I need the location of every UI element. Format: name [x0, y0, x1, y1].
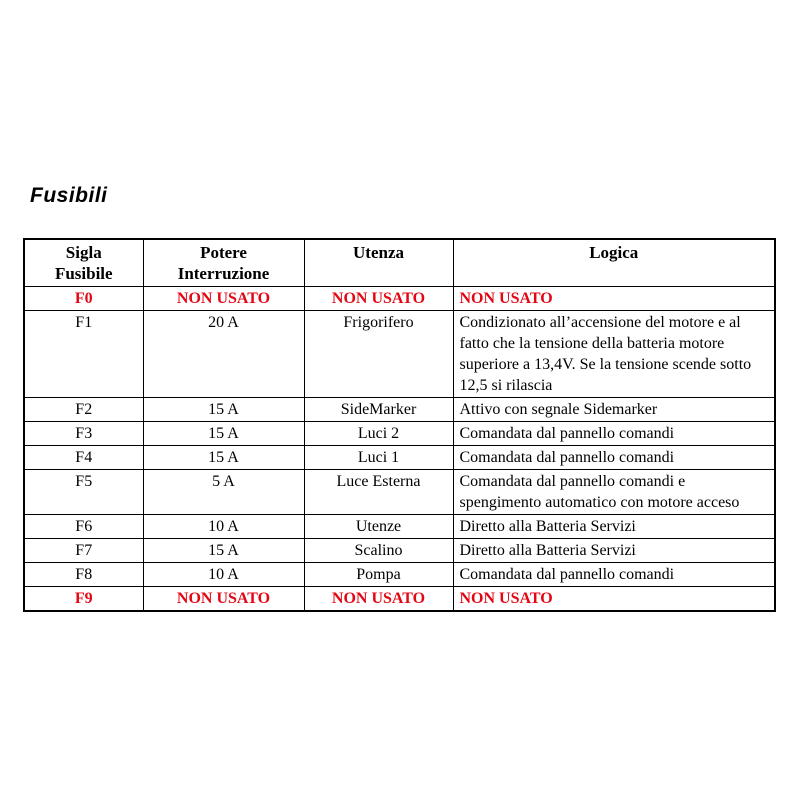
- table-row-f8: F8 10 A Pompa Comandata dal pannello comand…: [23, 562, 776, 587]
- cell-f0-potere: NON USATO: [142, 286, 305, 311]
- cell-f0-sigla: F0: [23, 286, 144, 311]
- cell-f2-potere: 15 A: [142, 397, 305, 422]
- cell-f4-logica: Comandata dal pannello comandi: [452, 445, 776, 470]
- cell-f2-sigla: F2: [23, 397, 144, 422]
- table-row-f5: F5 5 A Luce Esterna Comandata dal pannello …: [23, 469, 776, 515]
- page-title: Fusibili: [30, 184, 108, 207]
- cell-f3-potere: 15 A: [142, 421, 305, 446]
- table-row-f4: F4 15 A Luci 1 Comandata dal pannello coman…: [23, 445, 776, 470]
- cell-f8-logica: Comandata dal pannello comandi: [452, 562, 776, 587]
- cell-f1-sigla: F1: [23, 310, 144, 398]
- table-row-f1: F1 20 A Frigorifero Condizionato all’accens…: [23, 310, 776, 398]
- cell-f3-sigla: F3: [23, 421, 144, 446]
- cell-f7-logica: Diretto alla Batteria Servizi: [452, 538, 776, 563]
- cell-f6-logica: Diretto alla Batteria Servizi: [452, 514, 776, 539]
- column-header-logica: Logica: [452, 238, 776, 287]
- cell-f2-utenza: SideMarker: [303, 397, 454, 422]
- table-row-f9: F9 NON USATO NON USATO NON USATO: [23, 586, 776, 612]
- cell-f6-potere: 10 A: [142, 514, 305, 539]
- cell-f6-utenza: Utenze: [303, 514, 454, 539]
- cell-f9-sigla: F9: [23, 586, 144, 612]
- cell-f4-sigla: F4: [23, 445, 144, 470]
- fuse-table-header: Sigla Fusibile Potere Interruzione Utenz…: [23, 238, 776, 287]
- fuse-table-body: F0 NON USATO NON USATO NON USATO F1 20 A Frigo…: [23, 286, 776, 612]
- cell-f8-potere: 10 A: [142, 562, 305, 587]
- cell-f4-potere: 15 A: [142, 445, 305, 470]
- cell-f3-utenza: Luci 2: [303, 421, 454, 446]
- fuse-table: Sigla Fusibile Potere Interruzione Utenz…: [23, 238, 776, 612]
- column-header-potere-interruzione: Potere Interruzione: [142, 238, 305, 287]
- table-row-f0: F0 NON USATO NON USATO NON USATO: [23, 286, 776, 311]
- cell-f8-utenza: Pompa: [303, 562, 454, 587]
- cell-f3-logica: Comandata dal pannello comandi: [452, 421, 776, 446]
- cell-f9-utenza: NON USATO: [303, 586, 454, 612]
- column-header-sigla-fusibile: Sigla Fusibile: [23, 238, 144, 287]
- cell-f7-utenza: Scalino: [303, 538, 454, 563]
- cell-f1-utenza: Frigorifero: [303, 310, 454, 398]
- cell-f5-utenza: Luce Esterna: [303, 469, 454, 515]
- cell-f2-logica: Attivo con segnale Sidemarker: [452, 397, 776, 422]
- table-row-f6: F6 10 A Utenze Diretto alla Batteria Serviz…: [23, 514, 776, 539]
- cell-f5-logica: Comandata dal pannello comandi e spengim…: [452, 469, 776, 515]
- table-row-f7: F7 15 A Scalino Diretto alla Batteria Servi…: [23, 538, 776, 563]
- table-row-f2: F2 15 A SideMarker Attivo con segnale Sidem…: [23, 397, 776, 422]
- cell-f8-sigla: F8: [23, 562, 144, 587]
- cell-f6-sigla: F6: [23, 514, 144, 539]
- cell-f1-logica: Condizionato all’accensione del motore e…: [452, 310, 776, 398]
- cell-f1-potere: 20 A: [142, 310, 305, 398]
- cell-f4-utenza: Luci 1: [303, 445, 454, 470]
- cell-f9-potere: NON USATO: [142, 586, 305, 612]
- cell-f9-logica: NON USATO: [452, 586, 776, 612]
- cell-f5-sigla: F5: [23, 469, 144, 515]
- cell-f5-potere: 5 A: [142, 469, 305, 515]
- cell-f7-sigla: F7: [23, 538, 144, 563]
- column-header-utenza: Utenza: [303, 238, 454, 287]
- table-row-f3: F3 15 A Luci 2 Comandata dal pannello coman…: [23, 421, 776, 446]
- cell-f0-utenza: NON USATO: [303, 286, 454, 311]
- cell-f7-potere: 15 A: [142, 538, 305, 563]
- header-row: Sigla Fusibile Potere Interruzione Utenz…: [23, 238, 776, 287]
- cell-f0-logica: NON USATO: [452, 286, 776, 311]
